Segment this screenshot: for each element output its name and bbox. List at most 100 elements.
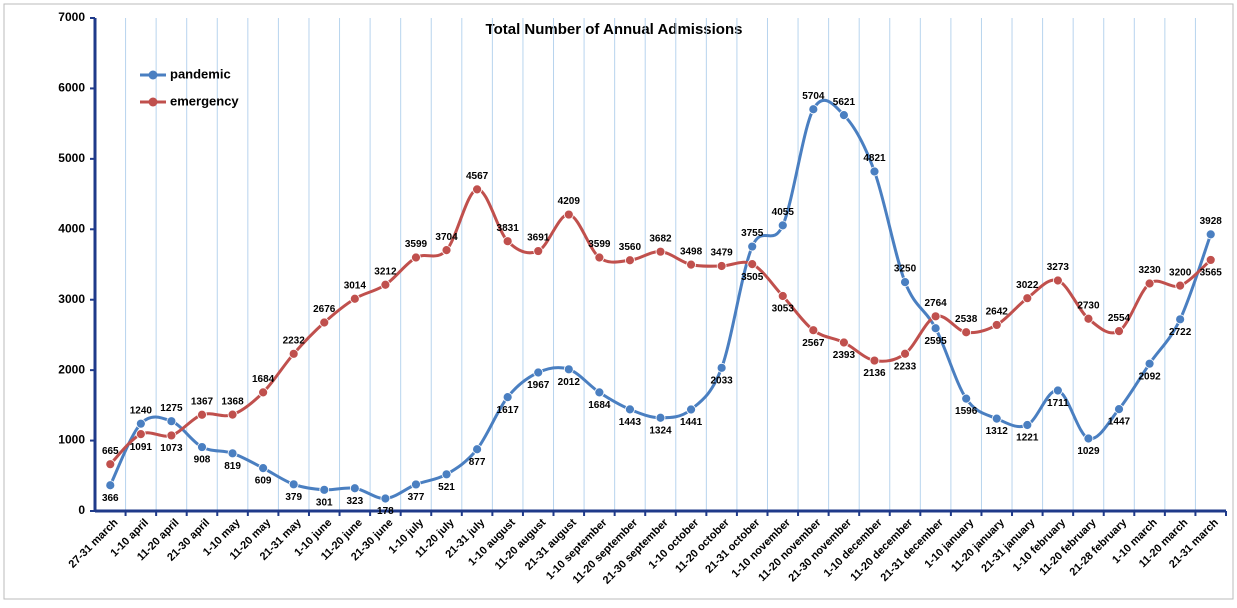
point [380, 493, 391, 504]
point [1083, 433, 1094, 444]
point [930, 311, 941, 322]
point [319, 484, 330, 495]
point [839, 337, 849, 348]
point [1083, 313, 1094, 324]
data-label: 2233 [894, 361, 917, 372]
point [716, 362, 727, 373]
data-label: 3022 [1016, 280, 1039, 291]
point [502, 236, 513, 247]
legend-marker [148, 97, 158, 107]
data-label: 3755 [741, 228, 764, 239]
data-label: 3831 [497, 223, 520, 234]
point [625, 404, 635, 415]
point [135, 418, 146, 429]
data-label: 1441 [680, 417, 703, 428]
point [441, 245, 452, 256]
data-label: 4209 [558, 196, 581, 207]
data-label: 1240 [130, 405, 153, 416]
data-label: 3230 [1138, 265, 1161, 276]
data-label: 5704 [802, 91, 825, 102]
point [839, 110, 849, 121]
data-label: 2033 [711, 375, 734, 386]
point [533, 367, 544, 378]
data-label: 4055 [772, 207, 795, 218]
point [747, 241, 758, 252]
data-label: 2676 [313, 304, 336, 315]
data-label: 1617 [497, 405, 520, 416]
data-label: 3273 [1047, 262, 1070, 273]
data-label: 3599 [405, 239, 428, 250]
point [1205, 229, 1216, 240]
point [777, 220, 788, 231]
series-line [108, 98, 1213, 500]
data-label: 1967 [527, 380, 550, 391]
point [411, 479, 421, 490]
point [105, 480, 116, 491]
point [869, 355, 880, 366]
y-tick-label: 4000 [58, 221, 85, 235]
point [900, 277, 910, 288]
data-label: 2136 [863, 368, 886, 379]
y-tick-label: 1000 [58, 433, 85, 447]
point [1052, 275, 1063, 286]
data-label: 323 [346, 496, 363, 507]
chart-title: Total Number of Annual Admissions [486, 21, 743, 38]
data-label: 3479 [711, 248, 734, 259]
data-label: 521 [438, 482, 455, 493]
data-label: 3691 [527, 233, 550, 244]
point [686, 259, 696, 270]
point [166, 430, 177, 441]
data-label: 3565 [1200, 268, 1223, 279]
y-tick-label: 6000 [58, 81, 85, 95]
series-line [109, 187, 1212, 466]
point [533, 246, 544, 256]
data-label: 4567 [466, 171, 489, 182]
legend-label: pandemic [170, 66, 231, 81]
point [563, 364, 574, 375]
data-label: 877 [469, 457, 486, 468]
point [1144, 278, 1155, 289]
data-label: 3212 [374, 266, 397, 277]
point [227, 409, 238, 420]
y-tick-label: 2000 [58, 362, 85, 376]
data-label: 1367 [191, 396, 214, 407]
data-label: 377 [408, 492, 425, 503]
point [197, 442, 207, 452]
data-label: 609 [255, 476, 272, 487]
data-label: 2538 [955, 314, 978, 325]
point [961, 327, 972, 338]
y-tick-label: 5000 [58, 151, 85, 165]
y-tick-label: 3000 [58, 292, 85, 306]
data-label: 2232 [283, 335, 306, 346]
data-label: 1073 [160, 443, 183, 454]
data-label: 3200 [1169, 267, 1192, 278]
data-label: 3014 [344, 280, 367, 291]
frame [3, 3, 1234, 600]
data-label: 665 [102, 446, 119, 457]
point [808, 104, 819, 115]
data-label: 3928 [1200, 216, 1223, 227]
point [900, 348, 910, 359]
x-tick-label: 1-10 february [1011, 516, 1069, 574]
point [472, 444, 482, 455]
data-label: 819 [224, 461, 241, 472]
data-label: 1091 [130, 442, 153, 453]
data-label: 2642 [986, 307, 1009, 318]
point [1175, 314, 1186, 325]
legend-label: emergency [170, 93, 239, 108]
data-label: 2730 [1077, 300, 1100, 311]
point [961, 393, 972, 404]
point [930, 323, 941, 334]
point [747, 259, 758, 270]
point [380, 279, 391, 290]
point [1175, 280, 1186, 291]
data-label: 2554 [1108, 313, 1131, 324]
point [288, 348, 299, 359]
data-label: 1368 [221, 396, 244, 407]
point [227, 448, 238, 459]
point [777, 291, 788, 301]
data-label: 1596 [955, 406, 978, 417]
data-label: 1029 [1077, 446, 1100, 457]
data-label: 3704 [435, 232, 458, 243]
point [991, 320, 1002, 330]
